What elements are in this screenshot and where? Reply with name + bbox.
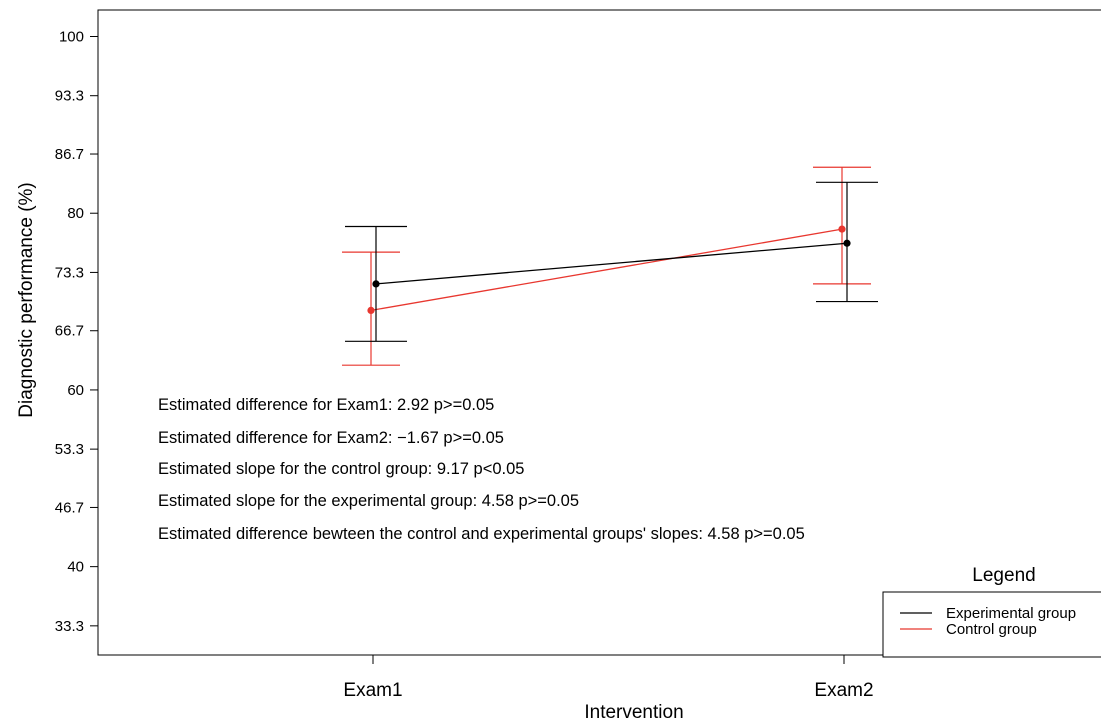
y-tick-label-2: 86.7	[55, 146, 84, 163]
x-tick-label-1: Exam2	[814, 680, 873, 701]
y-tick-label-5: 66.7	[55, 323, 84, 340]
x-tick-label-0: Exam1	[343, 680, 402, 701]
y-tick-label-3: 80	[67, 205, 84, 222]
series-line-1	[371, 229, 842, 310]
annotation-1: Estimated difference for Exam1: 2.92 p>=…	[158, 396, 494, 414]
annotation-4: Estimated slope for the experimental gro…	[158, 492, 579, 510]
legend-label-experimental: Experimental group	[946, 605, 1076, 622]
plot-series	[342, 167, 878, 365]
legend-label-control: Control group	[946, 621, 1037, 638]
y-tick-label-8: 46.7	[55, 499, 84, 516]
y-axis-title: Diagnostic performance (%)	[16, 182, 37, 417]
legend-title: Legend	[972, 565, 1035, 586]
series-control	[342, 167, 871, 365]
y-tick-label-4: 73.3	[55, 264, 84, 281]
data-point-1-0	[367, 307, 374, 314]
plot-frame	[98, 10, 1101, 655]
series-line-0	[376, 243, 847, 284]
annotations: Estimated difference for Exam1: 2.92 p>=…	[158, 396, 805, 543]
annotation-2: Estimated difference for Exam2: −1.67 p>…	[158, 429, 504, 447]
x-axis: Exam1 Exam2	[343, 655, 873, 701]
data-point-0-0	[372, 280, 379, 287]
annotation-5: Estimated difference bewteen the control…	[158, 525, 805, 543]
legend: Legend Experimental group Control group	[883, 565, 1101, 657]
data-point-1-1	[838, 226, 845, 233]
y-tick-label-10: 33.3	[55, 618, 84, 635]
x-axis-title: Intervention	[584, 702, 683, 721]
y-axis: 100 93.3 86.7 80 73.3 66.7 60 53.3 46.7 40 33.3	[55, 29, 98, 635]
y-tick-label-9: 40	[67, 559, 84, 576]
y-tick-label-7: 53.3	[55, 441, 84, 458]
annotation-3: Estimated slope for the control group: 9…	[158, 460, 524, 478]
y-tick-label-6: 60	[67, 382, 84, 399]
series-experimental	[345, 182, 878, 341]
y-tick-label-0: 100	[59, 29, 84, 46]
data-point-0-1	[843, 240, 850, 247]
y-tick-label-1: 93.3	[55, 88, 84, 105]
